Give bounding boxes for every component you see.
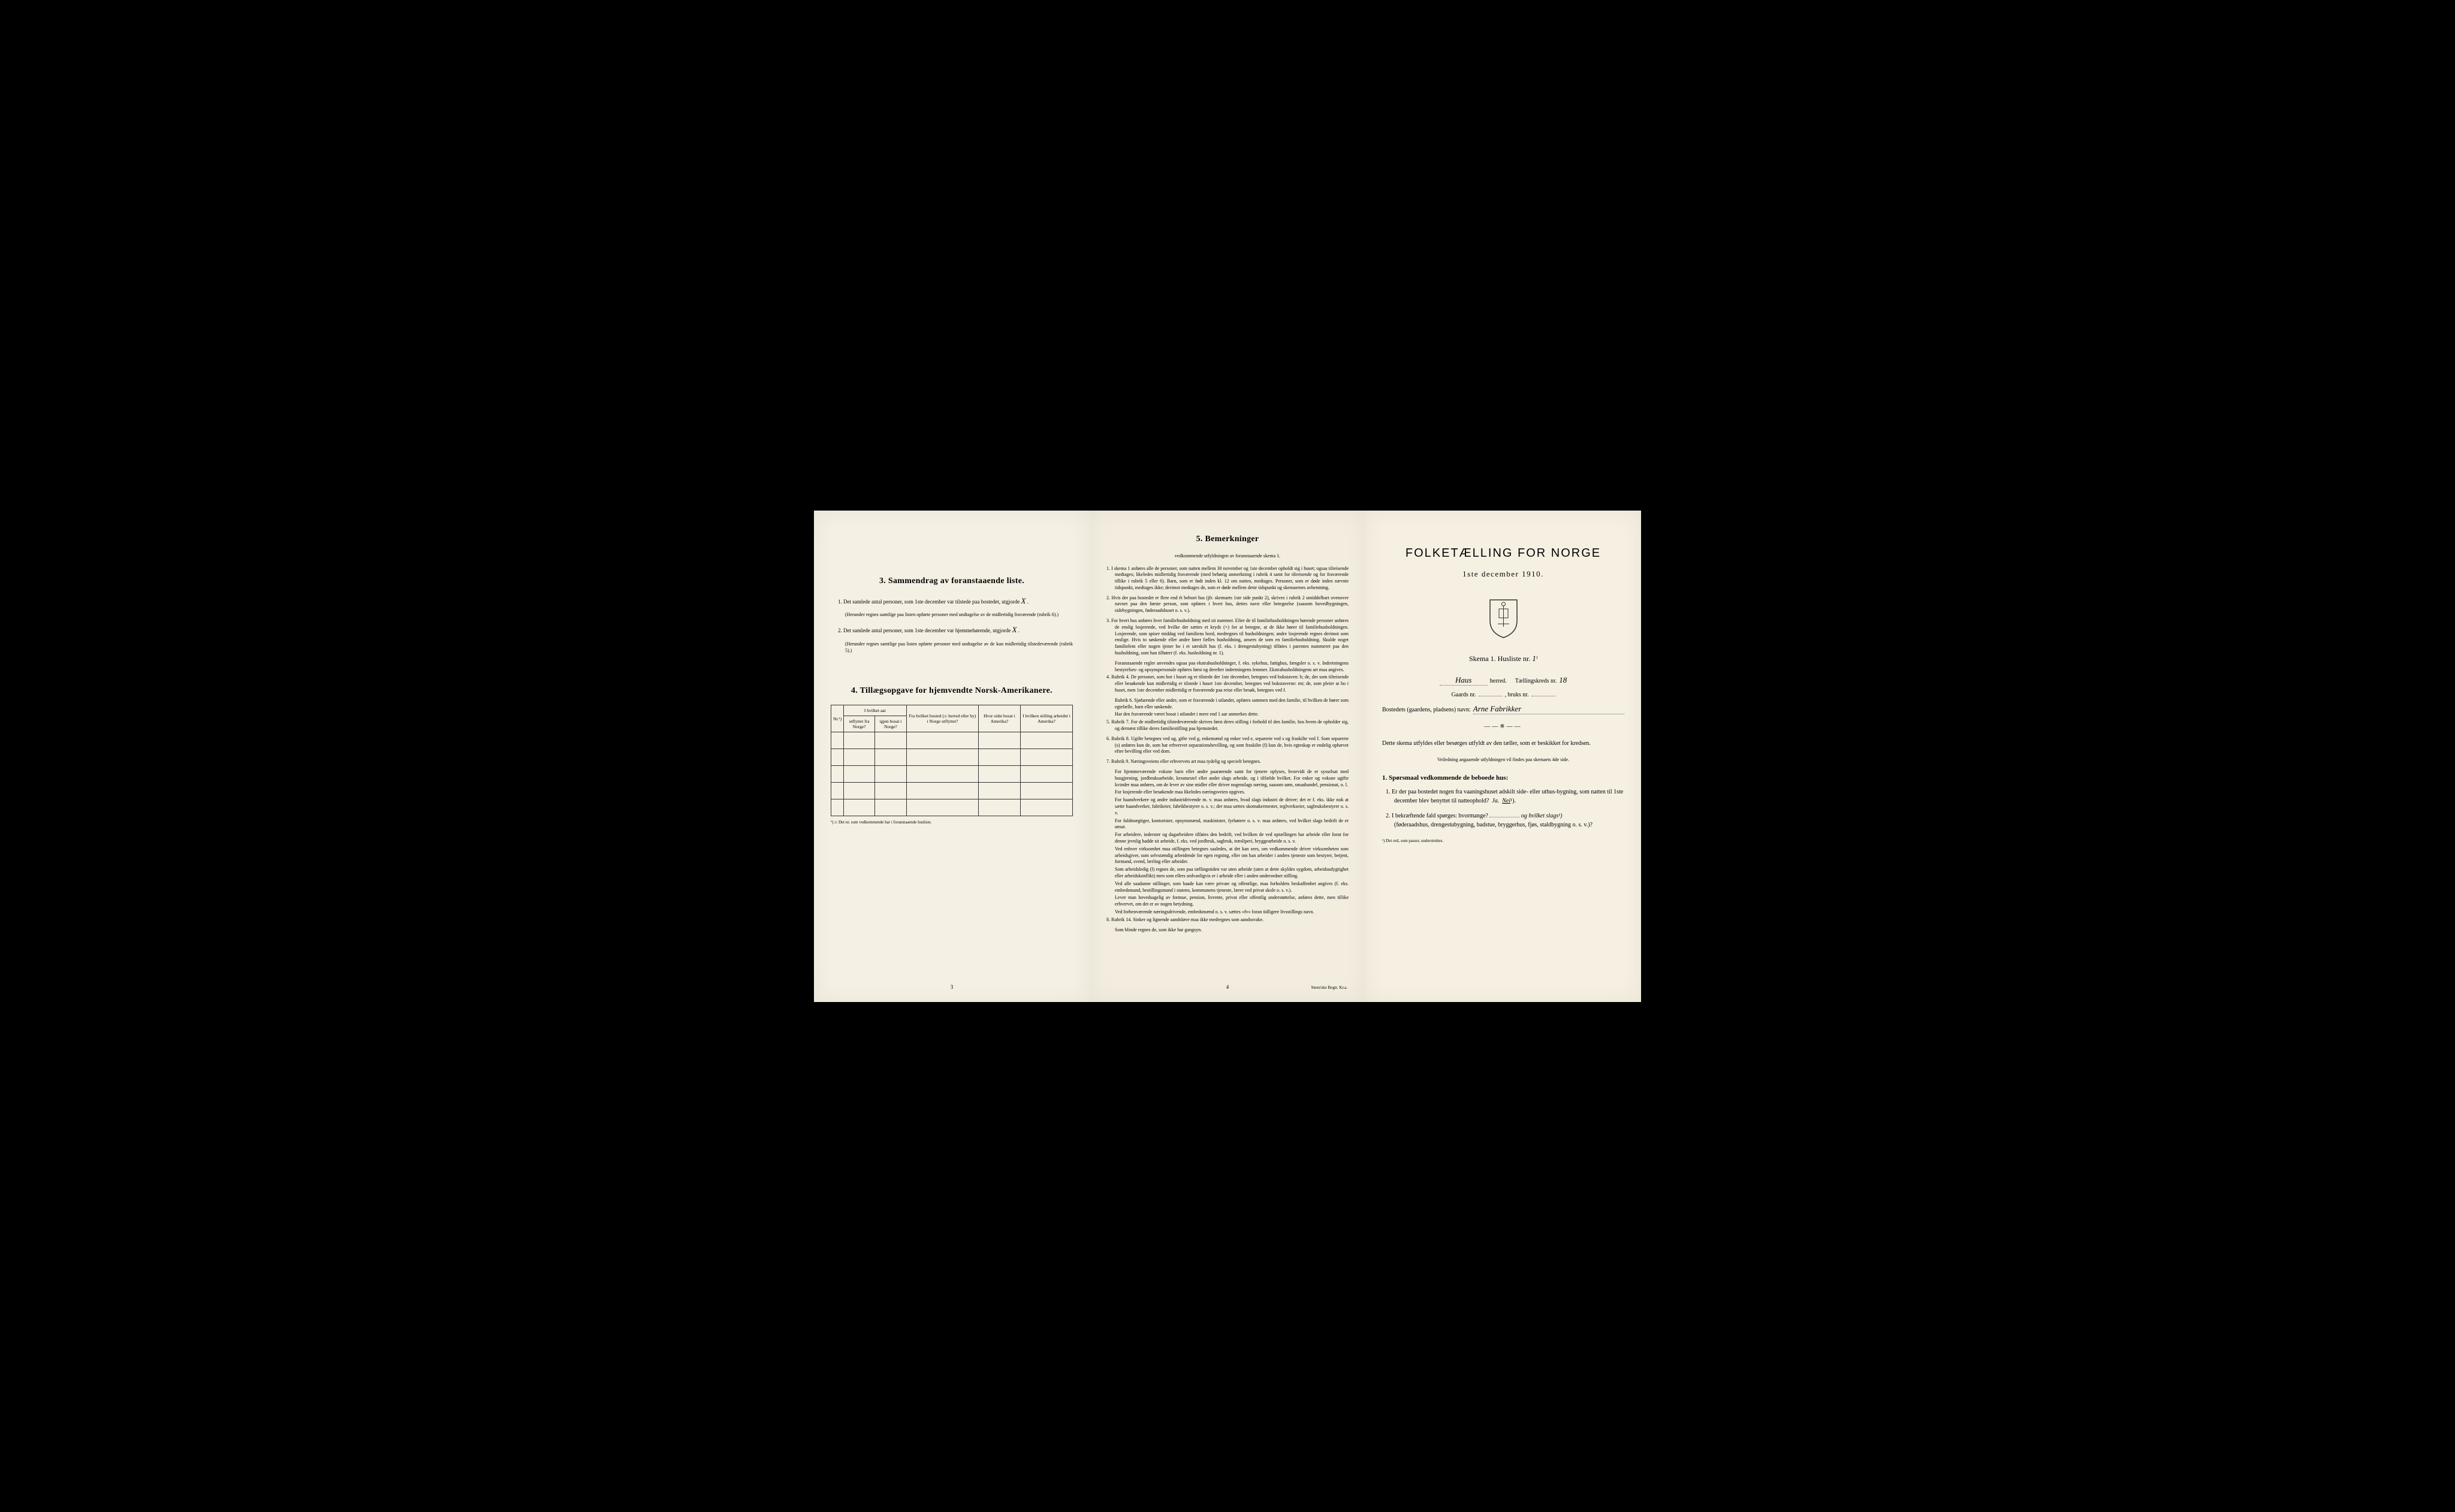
q1-sup: ¹).: [1510, 798, 1516, 804]
col-from-where: Fra hvilket bosted (ɔ: herred eller by) …: [906, 705, 978, 732]
page3-footnote: ¹) Det ord, som passer, understrekes.: [1382, 838, 1624, 843]
emigrant-table: Nr.¹) I hvilket aar Fra hvilket bosted (…: [831, 705, 1073, 816]
census-document: 3. Sammendrag av foranstaaende liste. 1.…: [814, 511, 1641, 1002]
remark-7-cont1: For hjemmeværende voksne barn eller andr…: [1115, 769, 1349, 788]
col-emigrated: utflyttet fra Norge?: [844, 716, 875, 732]
col-position: I hvilken stilling arbeidet i Amerika?: [1021, 705, 1073, 732]
bosted-line: Bostedets (gaardens, pladsens) navn: Arn…: [1382, 704, 1624, 714]
guidance-note: Veiledning angaaende utfyldningen vil fi…: [1382, 757, 1624, 762]
remark-7-cont2: For losjerende eller besøkende maa likel…: [1115, 789, 1349, 796]
coat-of-arms-icon: [1382, 597, 1624, 642]
remark-2: 2. Hvis der paa bostedet er flere end ét…: [1115, 595, 1349, 614]
remark-7-cont6: Ved enhver virksomhet maa stillingen bet…: [1115, 846, 1349, 865]
remarks-title: 5. Bemerkninger: [1106, 535, 1349, 544]
col-year-header: I hvilket aar: [844, 705, 907, 716]
q1-ja: Ja.: [1492, 798, 1499, 804]
remark-7: 7. Rubrik 9. Næringsveiens eller erhverv…: [1115, 759, 1349, 765]
item2-note: (Herunder regnes samtlige paa listen opf…: [845, 641, 1073, 654]
remark-4-cont1: Rubrik 6. Sjøfarende eller andre, som er…: [1115, 698, 1349, 711]
item2-text: 2. Det samlede antal personer, som 1ste …: [838, 627, 1011, 633]
census-date: 1ste december 1910.: [1382, 569, 1624, 579]
item1-text: 1. Det samlede antal personer, som 1ste …: [838, 599, 1020, 605]
table-row: [831, 783, 1073, 799]
item1-note: (Herunder regnes samtlige paa listen opf…: [845, 611, 1073, 618]
question-2: 2. I bekræftende fald spørges: hvormange…: [1394, 811, 1624, 829]
kreds-label: Tællingskreds nr.: [1515, 678, 1557, 684]
item1-value: X: [1021, 596, 1026, 605]
page-1-title: FOLKETÆLLING FOR NORGE 1ste december 191…: [1365, 511, 1641, 1002]
summary-item-2: 2. Det samlede antal personer, som 1ste …: [838, 624, 1073, 636]
page-3-summary: 3. Sammendrag av foranstaaende liste. 1.…: [814, 511, 1090, 1002]
table-row: [831, 732, 1073, 749]
q2-cont: (føderaadshus, drengestubygning, badstue…: [1394, 822, 1593, 828]
item2-value: X: [1012, 625, 1017, 634]
section-3-title: 3. Sammendrag av foranstaaende liste.: [831, 577, 1073, 586]
page-number-4: 4: [1226, 984, 1229, 990]
herred-value: Haus: [1440, 675, 1488, 686]
remark-7-cont9: Lever man hovedsagelig av formue, pensio…: [1115, 895, 1349, 908]
printer-note: Steen'ske Bogtr. Kr.a.: [1311, 985, 1347, 990]
main-title: FOLKETÆLLING FOR NORGE: [1382, 547, 1624, 560]
remark-3: 3. For hvert hus anføres hver familiehus…: [1115, 618, 1349, 657]
remark-8-cont: Som blinde regnes de, som ikke har gangs…: [1115, 927, 1349, 934]
remark-4-cont2: Har den fraværende været bosat i utlande…: [1115, 711, 1349, 718]
q2-mid: og hvilket slags¹): [1521, 813, 1563, 819]
remark-3-cont: Foranstaaende regler anvendes ogsaa paa …: [1115, 660, 1349, 674]
summary-item-1: 1. Det samlede antal personer, som 1ste …: [838, 595, 1073, 607]
herred-label: herred.: [1490, 678, 1507, 684]
skema-label: Skema 1. Husliste nr.: [1469, 654, 1530, 663]
bosted-value: Arne Fabrikker: [1473, 704, 1624, 714]
remark-6: 6. Rubrik 8. Ugifte betegnes ved ug, gif…: [1115, 736, 1349, 755]
page-number-3: 3: [951, 984, 954, 990]
page-4-remarks: 5. Bemerkninger vedkommende utfyldningen…: [1090, 511, 1365, 1002]
table-row: [831, 766, 1073, 783]
remark-5: 5. Rubrik 7. For de midlertidig tilstede…: [1115, 719, 1349, 732]
q2-text: 2. I bekræftende fald spørges: hvormange…: [1386, 813, 1488, 819]
q1-nei: Nei: [1502, 798, 1510, 804]
remark-7-cont8: Ved alle saadanne stillinger, som baade …: [1115, 881, 1349, 894]
husliste-nr: 1ᵗ: [1532, 654, 1537, 663]
remark-7-cont4: For fuldmægtiger, kontorister, opsynsmæn…: [1115, 818, 1349, 831]
col-nr: Nr.¹): [831, 705, 844, 732]
question-1: 1. Er der paa bostedet nogen fra vaaning…: [1394, 787, 1624, 805]
section-4-title: 4. Tillægsopgave for hjemvendte Norsk-Am…: [831, 686, 1073, 696]
gaards-line: Gaards nr. , bruks nr.: [1382, 692, 1624, 698]
col-returned: igjen bosat i Norge?: [874, 716, 906, 732]
remark-8: 8. Rubrik 14. Sinker og lignende aandslø…: [1115, 917, 1349, 924]
table-row: [831, 799, 1073, 816]
ornament-divider: ――※――: [1382, 723, 1624, 730]
bruks-label: , bruks nr.: [1505, 692, 1529, 698]
gaards-label: Gaards nr.: [1451, 692, 1476, 698]
skema-line: Skema 1. Husliste nr. 1ᵗ: [1382, 654, 1624, 663]
remark-4: 4. Rubrik 4. De personer, som bor i huse…: [1115, 674, 1349, 693]
kreds-value: 18: [1559, 675, 1567, 685]
filler-instruction: Dette skema utfyldes eller besørges utfy…: [1382, 739, 1624, 748]
bosted-label: Bostedets (gaardens, pladsens) navn:: [1382, 707, 1471, 713]
remark-7-cont7: Som arbeidsledig (l) regnes de, som paa …: [1115, 867, 1349, 880]
table-row: [831, 749, 1073, 766]
remarks-subtitle: vedkommende utfyldningen av foranstaaend…: [1106, 553, 1349, 559]
table-footnote: ¹) ɔ: Det nr. som vedkommende har i fora…: [831, 820, 1073, 825]
remark-7-cont10: Ved forhenværende næringsdrivende, embed…: [1115, 909, 1349, 916]
remark-7-cont3: For haandverkere og andre industridriven…: [1115, 797, 1349, 816]
remark-7-cont5: For arbeidere, inderster og dagarbeidere…: [1115, 832, 1349, 845]
remark-1: 1. I skema 1 anføres alle de personer, s…: [1115, 566, 1349, 591]
col-last-america: Hvor sidst bosat i Amerika?: [978, 705, 1020, 732]
question-heading: 1. Spørsmaal vedkommende de beboede hus:: [1382, 774, 1624, 781]
herred-line: Haus herred. Tællingskreds nr. 18: [1382, 675, 1624, 686]
